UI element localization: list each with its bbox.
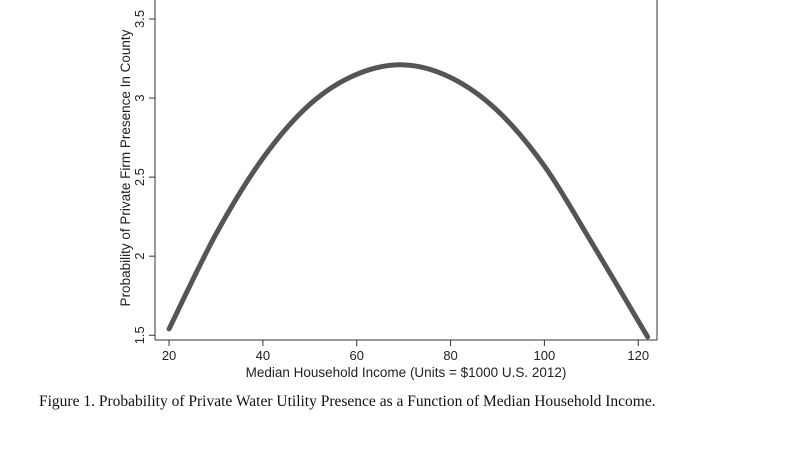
x-tick-label: 100 [534, 348, 556, 363]
figure-caption: Figure 1. Probability of Private Water U… [39, 393, 656, 410]
y-tick-label: 3.5 [132, 10, 147, 28]
x-axis-ticks: 20 40 60 80 100 120 [162, 340, 649, 363]
y-tick-label: 2 [132, 253, 147, 260]
x-tick-label: 40 [256, 348, 270, 363]
x-tick-label: 80 [443, 348, 457, 363]
y-axis-ticks: 1.5 2 2.5 3 3.5 [132, 10, 155, 344]
y-tick-label: 1.5 [132, 326, 147, 344]
x-tick-label: 120 [627, 348, 649, 363]
y-tick-label: 3 [132, 94, 147, 101]
plot-frame [154, 0, 658, 341]
x-tick-label: 20 [162, 348, 176, 363]
chart: 20 40 60 80 100 120 1.5 2 2.5 3 3.5 Median Househ… [118, 0, 658, 380]
x-tick-label: 60 [350, 348, 364, 363]
x-axis-title: Median Household Income (Units = $1000 U… [246, 365, 567, 380]
series-line [166, 62, 651, 340]
y-tick-label: 2.5 [132, 168, 147, 186]
y-axis-title: Probability of Private Firm Presence In … [118, 29, 133, 306]
